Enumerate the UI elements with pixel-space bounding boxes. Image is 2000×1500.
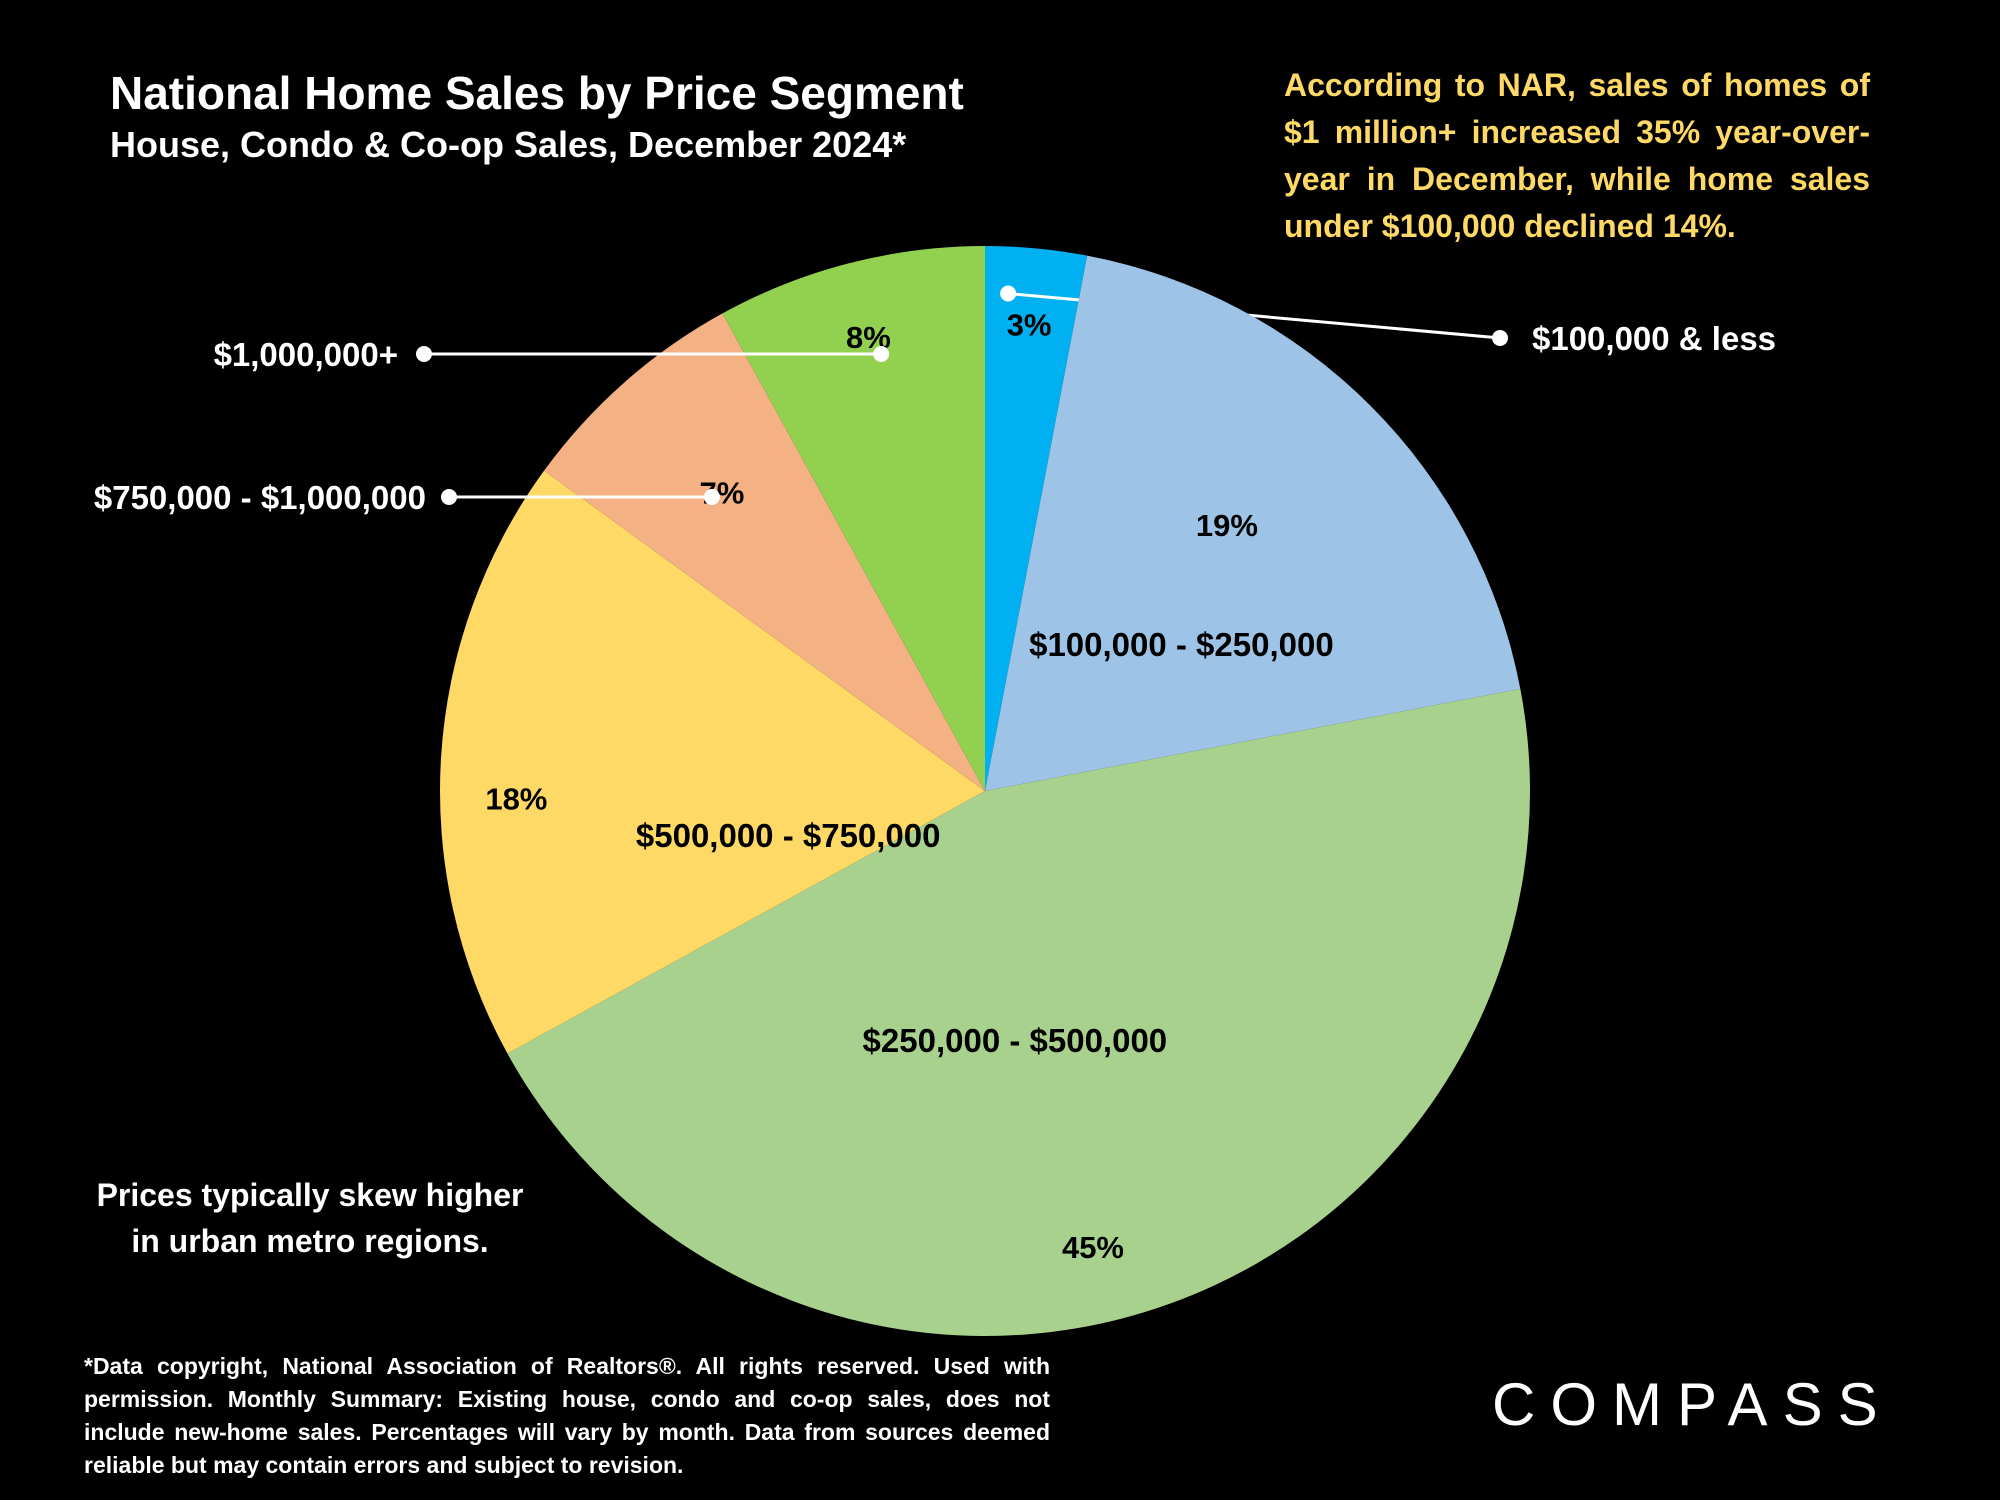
slice-category-label: $750,000 - $1,000,000 <box>94 479 426 516</box>
compass-logo-text: COMPASS <box>1492 1371 1893 1438</box>
leader-dot <box>441 489 457 505</box>
footnote: *Data copyright, National Association of… <box>84 1353 1050 1478</box>
slice-value-label: 18% <box>485 782 547 817</box>
pie-slice <box>985 255 1521 791</box>
slice-category-label: $500,000 - $750,000 <box>636 817 941 854</box>
regional-note: Prices typically skew higher in urban me… <box>70 1172 550 1264</box>
leader-dot <box>1000 285 1017 302</box>
pie-slice <box>507 688 1531 1337</box>
chart-title: National Home Sales by Price Segment <box>110 67 964 119</box>
pie-slice <box>544 313 985 791</box>
slice-value-label: 45% <box>1062 1230 1124 1265</box>
leader-dot <box>873 346 890 362</box>
slice-category-label: $1,000,000+ <box>214 336 398 373</box>
leader-dot <box>1492 330 1508 346</box>
regional-note-line-1: Prices typically skew higher <box>96 1177 524 1213</box>
slice-value-label: 19% <box>1196 508 1258 543</box>
callout-text: According to NAR, sales of homes of $1 m… <box>1284 67 1870 244</box>
pie-slice <box>722 246 985 791</box>
pie-slice <box>985 246 1088 791</box>
slice-value-label: 3% <box>1007 307 1052 342</box>
slice-category-label: $100,000 - $250,000 <box>1029 626 1334 663</box>
compass-logo: COMPASS <box>1492 1370 1893 1439</box>
chart-subtitle: House, Condo & Co-op Sales, December 202… <box>110 124 907 165</box>
slice-category-label: $250,000 - $500,000 <box>863 1022 1168 1059</box>
pie-slice <box>439 470 985 1054</box>
slice-category-label: $100,000 & less <box>1532 320 1776 357</box>
leader-dot <box>703 489 720 505</box>
regional-note-line-2: in urban metro regions. <box>131 1223 489 1259</box>
leader-dot <box>416 346 432 362</box>
